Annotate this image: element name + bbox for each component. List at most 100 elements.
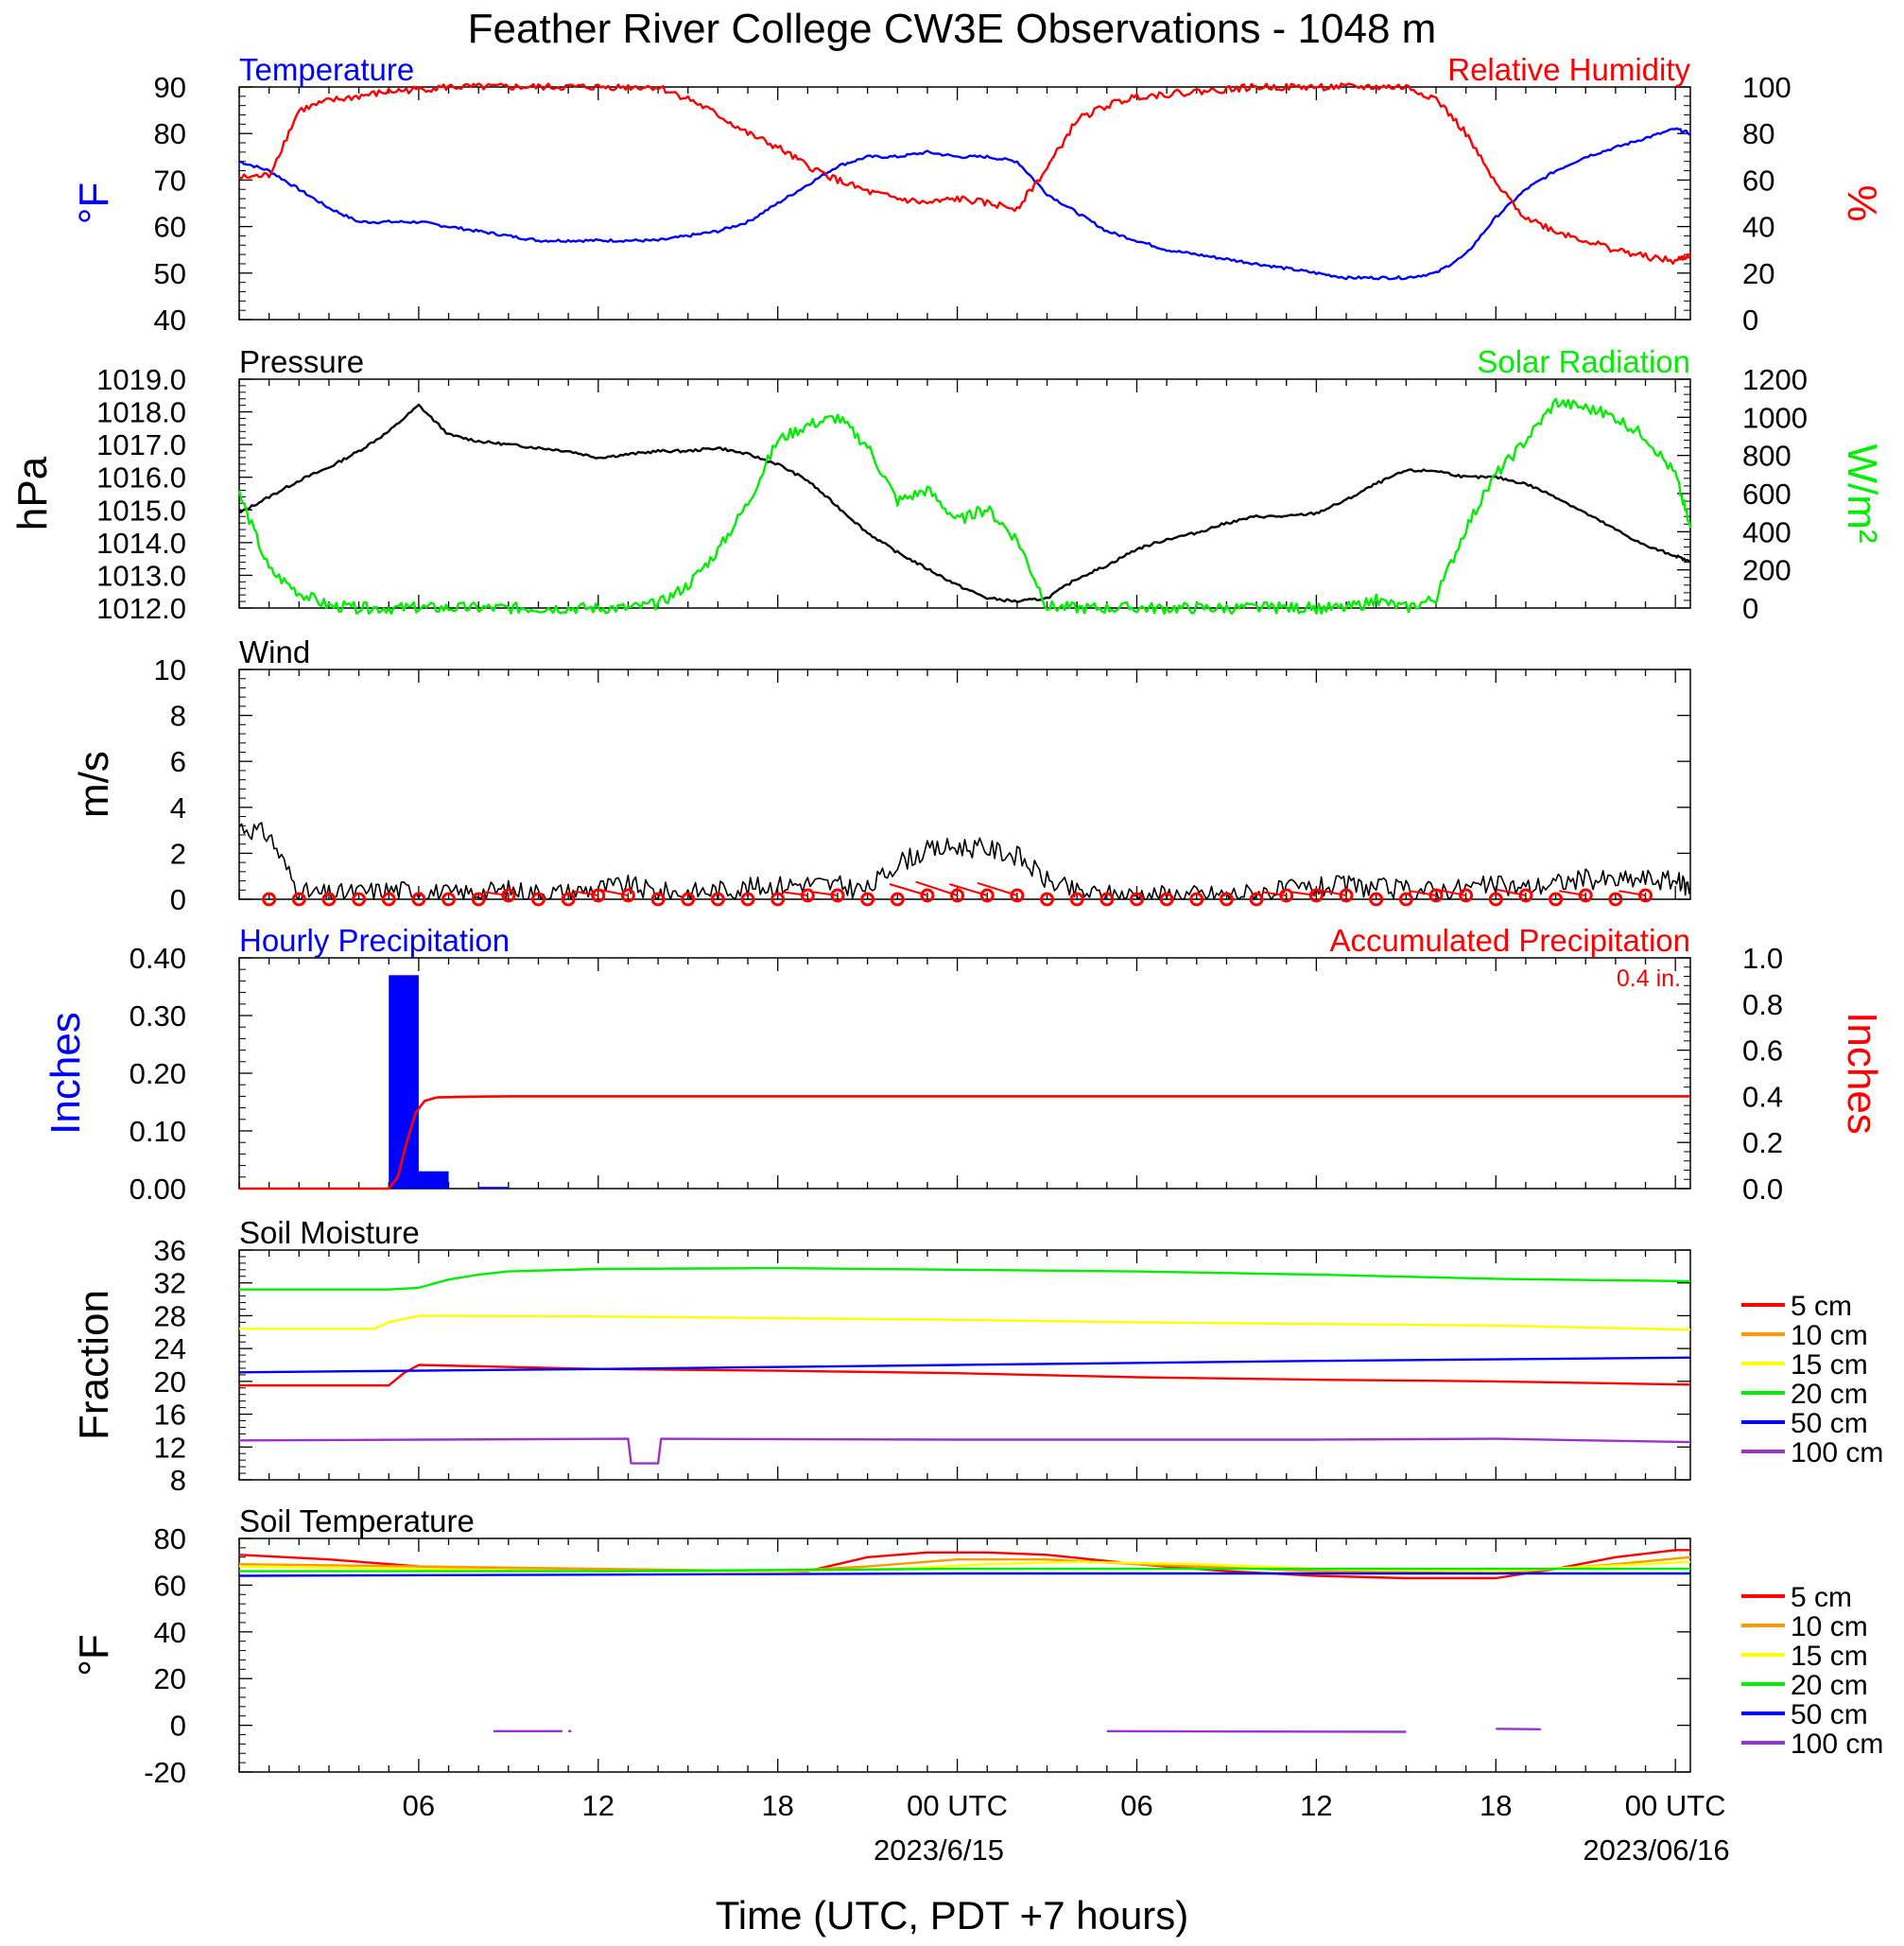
y-axis-label-left: °F bbox=[71, 182, 117, 224]
y-tick-label-left: 1012.0 bbox=[96, 592, 186, 625]
time-tick-label: 18 bbox=[1480, 1789, 1512, 1822]
wind-marker bbox=[1428, 888, 1444, 903]
wind-calm-marker bbox=[1249, 892, 1264, 907]
y-tick-label-left: 6 bbox=[170, 745, 186, 778]
wind-calm-marker bbox=[561, 892, 576, 907]
panel-title-left: Soil Temperature bbox=[239, 1503, 475, 1538]
series-line-Solar-Radiation bbox=[237, 397, 1692, 616]
wind-marker bbox=[1638, 888, 1653, 903]
y-tick-label-left: 16 bbox=[154, 1399, 186, 1432]
y-tick-label-left: 12 bbox=[154, 1431, 186, 1464]
wind-calm-marker bbox=[1488, 892, 1503, 907]
legend-label: 50 cm bbox=[1791, 1699, 1868, 1730]
wind-barb bbox=[1497, 889, 1527, 896]
wind-calm-marker bbox=[471, 892, 486, 907]
wind-barb bbox=[1409, 890, 1437, 896]
y-tick-label-left: 90 bbox=[154, 71, 186, 104]
y-tick-label-left: 4 bbox=[170, 791, 186, 825]
wind-marker bbox=[1459, 888, 1474, 903]
y-tick-label-left: 32 bbox=[154, 1267, 186, 1300]
y-axis-label-right: W/m² bbox=[1839, 443, 1885, 543]
plot-frame bbox=[238, 1538, 1691, 1773]
y-tick-label-left: 10 bbox=[154, 653, 186, 686]
wind-barb bbox=[977, 881, 1018, 896]
plot-frame bbox=[238, 86, 1691, 321]
y-tick-label-left: 60 bbox=[154, 1569, 186, 1602]
y-axis-label-left: m/s bbox=[71, 751, 117, 818]
plot-frame bbox=[238, 378, 1691, 609]
wind-calm-marker bbox=[1219, 892, 1234, 907]
y-axis-label-right: Inches bbox=[1839, 1012, 1885, 1135]
y-tick-label-right: 800 bbox=[1742, 440, 1791, 473]
legend-label: 100 cm bbox=[1791, 1437, 1883, 1468]
wind-barb bbox=[915, 880, 958, 896]
y-tick-label-left: 28 bbox=[154, 1299, 186, 1332]
series-line-100-cm bbox=[1106, 1729, 1407, 1733]
y-tick-label-right: 200 bbox=[1742, 554, 1791, 587]
y-tick-label-left: 50 bbox=[154, 257, 186, 290]
y-tick-label-left: 2 bbox=[170, 837, 186, 870]
wind-calm-marker bbox=[1040, 892, 1055, 907]
y-tick-label-right: 1000 bbox=[1742, 401, 1808, 434]
wind-barb bbox=[812, 891, 839, 896]
wind-marker bbox=[591, 888, 606, 903]
precip-bar bbox=[418, 1171, 449, 1189]
y-tick-label-left: 24 bbox=[154, 1332, 186, 1365]
y-tick-label-left: 80 bbox=[154, 1522, 186, 1555]
figure-title: Feather River College CW3E Observations … bbox=[468, 6, 1437, 52]
wind-barb bbox=[571, 890, 598, 896]
wind-barb bbox=[1437, 889, 1466, 896]
wind-barb bbox=[1261, 891, 1287, 896]
y-tick-label-left: 70 bbox=[154, 164, 186, 197]
y-tick-label-left: 1017.0 bbox=[96, 428, 186, 461]
y-tick-label-left: 1015.0 bbox=[96, 494, 186, 527]
y-axis-label-left: °F bbox=[71, 1634, 117, 1676]
time-tick-label: 00 UTC bbox=[907, 1789, 1008, 1822]
wind-calm-marker bbox=[650, 892, 666, 907]
time-tick-label: 18 bbox=[761, 1789, 793, 1822]
wind-calm-marker bbox=[1608, 892, 1623, 907]
legend-label: 10 cm bbox=[1791, 1320, 1868, 1351]
wind-calm-marker bbox=[740, 892, 755, 907]
legend-label: 50 cm bbox=[1791, 1408, 1868, 1439]
panel-title-left: Temperature bbox=[239, 52, 414, 87]
y-tick-label-left: -20 bbox=[144, 1756, 186, 1789]
date-label-2: 2023/06/16 bbox=[1583, 1833, 1729, 1867]
wind-marker bbox=[950, 888, 965, 903]
y-tick-label-left: 0 bbox=[170, 1710, 186, 1743]
legend-label: 5 cm bbox=[1791, 1291, 1852, 1322]
wind-calm-marker bbox=[681, 892, 696, 907]
y-tick-label-left: 0.10 bbox=[130, 1115, 186, 1148]
y-axis-label-left: Inches bbox=[43, 1012, 89, 1135]
y-tick-label-right: 40 bbox=[1742, 211, 1774, 244]
panel-title-right: Solar Radiation bbox=[1477, 344, 1690, 379]
wind-barb bbox=[1317, 889, 1347, 896]
wind-calm-marker bbox=[352, 892, 367, 907]
y-tick-label-left: 36 bbox=[154, 1234, 186, 1267]
legend-label: 100 cm bbox=[1791, 1729, 1883, 1760]
wind-marker bbox=[920, 888, 935, 903]
series-line-Pressure bbox=[238, 403, 1691, 603]
time-tick-label: 06 bbox=[1120, 1789, 1152, 1822]
y-tick-label-right: 0.2 bbox=[1742, 1126, 1783, 1159]
wind-barb bbox=[1559, 890, 1586, 896]
wind-calm-marker bbox=[1549, 892, 1564, 907]
plot-frame bbox=[238, 957, 1691, 1190]
wind-calm-marker bbox=[291, 892, 306, 907]
y-tick-label-right: 0 bbox=[1742, 304, 1758, 337]
y-tick-label-left: 0.00 bbox=[130, 1173, 186, 1206]
accumulated-precip-line bbox=[239, 1095, 1690, 1190]
precip-bar bbox=[478, 1187, 509, 1189]
wind-barb bbox=[599, 889, 629, 896]
y-tick-label-left: 8 bbox=[170, 1464, 186, 1497]
y-tick-label-right: 100 bbox=[1742, 71, 1791, 104]
wind-calm-marker bbox=[381, 892, 396, 907]
y-tick-label-right: 1200 bbox=[1742, 363, 1808, 396]
legend-label: 10 cm bbox=[1791, 1611, 1868, 1642]
series-line-Relative-Humidity bbox=[238, 82, 1692, 265]
y-tick-label-left: 0 bbox=[170, 883, 186, 916]
y-tick-label-left: 1016.0 bbox=[96, 461, 186, 495]
